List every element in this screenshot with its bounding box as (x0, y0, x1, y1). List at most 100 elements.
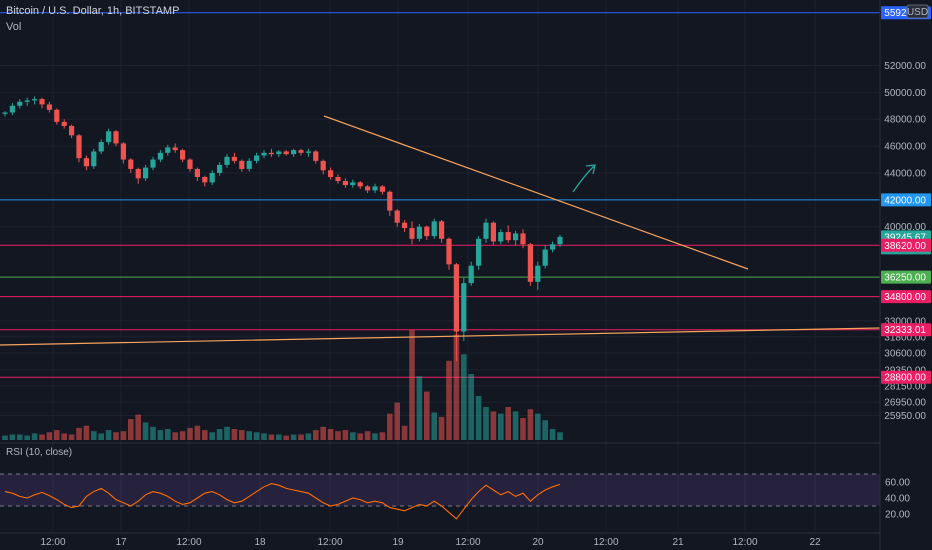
volume-bar (409, 330, 415, 440)
candle-body (143, 167, 149, 179)
volume-bar (364, 431, 371, 440)
price-badge-4: 38620.00 (881, 238, 931, 252)
volume-bar (357, 433, 363, 440)
candle-body (335, 177, 341, 182)
candle-body (424, 226, 430, 237)
candle-body (505, 232, 511, 241)
candle-body (202, 177, 208, 183)
trendlines[interactable] (0, 115, 881, 346)
price-badge-bg (881, 270, 931, 284)
candle-body (246, 160, 252, 169)
volume-bar (512, 411, 519, 440)
volume-bar (276, 434, 282, 440)
candle-body (150, 159, 156, 168)
volume-bar (320, 426, 326, 440)
candle-body (61, 121, 67, 126)
volume-bar (313, 430, 319, 440)
candle-body (357, 182, 363, 187)
volume-bar (379, 432, 386, 440)
volume-bar (438, 416, 445, 440)
price-badge-8: 28800.00 (881, 370, 931, 384)
candles[interactable] (2, 96, 563, 362)
rsi-label[interactable]: RSI (10, close) (6, 447, 73, 458)
time-tick-label: 21 (672, 537, 684, 548)
candle-body (128, 159, 134, 169)
price-badge-1: 42000.00 (881, 193, 931, 207)
volume-bar (209, 432, 215, 440)
price-tick-label: 25950.00 (884, 411, 926, 422)
volume-bar (446, 360, 452, 440)
candle-body (490, 222, 496, 242)
candle-body (76, 135, 82, 159)
candle-body (2, 112, 8, 114)
volume-bar (202, 430, 208, 440)
volume-bar (135, 414, 141, 440)
price-tick-label: 33000.00 (884, 316, 926, 327)
time-axis[interactable]: 12:00 17 12:00 18 12:00 19 12:00 20 12:00 21 12:00… (0, 532, 880, 548)
volume-bar (113, 432, 119, 440)
price-badge-6: 34800.00 (881, 290, 931, 304)
candle-body (468, 265, 474, 284)
candle-body (291, 150, 297, 155)
candle-body (54, 109, 60, 122)
rsi-tick-label: 40.00 (885, 494, 910, 505)
descending-trendline (323, 115, 749, 270)
time-tick-label: 20 (532, 537, 544, 548)
volume-bar (17, 434, 23, 440)
time-tick-label: 17 (115, 537, 127, 548)
candle-body (313, 151, 319, 161)
volume-bar (224, 426, 230, 440)
candle-body (476, 238, 482, 266)
candle-body (461, 283, 467, 332)
price-badge-label: 32333.01 (884, 325, 926, 336)
price-badge-bg (881, 193, 931, 207)
volume-bar (268, 434, 275, 440)
price-badge-bg (881, 370, 931, 384)
candle-body (194, 168, 200, 177)
price-badge-5: 36250.00 (881, 270, 931, 284)
volume-bar (231, 429, 238, 440)
rsi-tick-label: 60.00 (885, 478, 910, 489)
candle-body (446, 238, 452, 265)
volume-bar (483, 407, 489, 440)
candle-body (394, 210, 400, 223)
time-tick-label: 12:00 (317, 537, 342, 548)
candle-body (9, 105, 15, 113)
candle-body (120, 143, 126, 160)
price-tick-label: 48000.00 (884, 115, 926, 126)
volume-bar (298, 434, 304, 440)
candle-body (520, 233, 526, 245)
volume-bar (150, 426, 156, 440)
volume-bar (98, 433, 104, 440)
volume-bar (490, 411, 497, 440)
volume-bar (527, 409, 534, 440)
volume-bar (83, 425, 90, 440)
candle-body (365, 186, 371, 191)
candle-body (439, 221, 445, 239)
price-badge-7: 32333.01 (881, 323, 931, 337)
price-tick-label: 26950.00 (884, 398, 926, 409)
volume-bar (549, 429, 556, 440)
volume-bar (165, 429, 171, 440)
volume-bar (120, 431, 127, 440)
volume-bar (128, 419, 134, 440)
volume-bar (557, 432, 563, 440)
candle-body (320, 160, 326, 171)
candle-body (83, 158, 89, 167)
volume-bar (350, 432, 356, 440)
volume-bar (194, 425, 201, 440)
volume-bar (105, 430, 112, 440)
symbol-title[interactable]: Bitcoin / U.S. Dollar, 1h, BITSTAMP (6, 5, 180, 17)
currency-badge-bg (906, 4, 929, 19)
price-badge-label: 39245.67 (884, 232, 926, 243)
candle-body (535, 265, 541, 282)
volume-bar (498, 413, 504, 440)
time-tick-label: 12:00 (176, 537, 201, 548)
candle-body (46, 104, 52, 110)
price-tick-label: 28150.00 (884, 381, 926, 392)
candle-body (372, 186, 378, 191)
candle-body (239, 160, 245, 169)
